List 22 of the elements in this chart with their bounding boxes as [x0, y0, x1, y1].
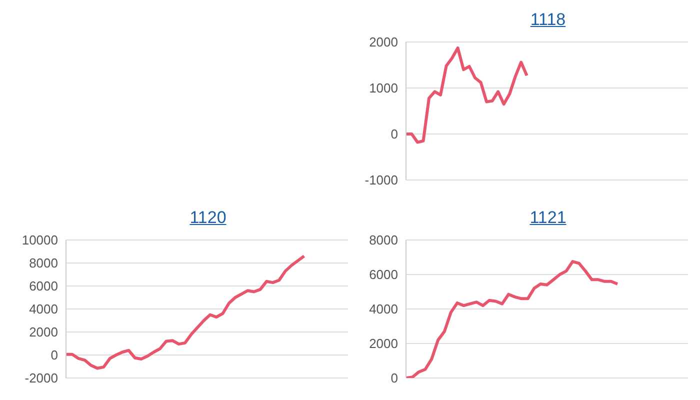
y-tick-label: 0: [50, 348, 58, 363]
chart-title: 1121: [528, 208, 568, 229]
y-tick-label: 4000: [369, 302, 398, 317]
y-tick-label: 10000: [22, 232, 58, 248]
y-tick-label: 0: [390, 370, 398, 386]
y-tick-label: -2000: [24, 370, 58, 386]
y-tick-label: 6000: [369, 267, 398, 282]
y-tick-label: 2000: [369, 336, 398, 352]
y-tick-label: 2000: [29, 324, 58, 340]
y-tick-label: 8000: [369, 232, 398, 248]
y-tick-label: 8000: [29, 256, 58, 271]
y-tick-label: 4000: [29, 302, 58, 317]
line-series: [404, 260, 619, 378]
chart-title: 1120: [188, 208, 228, 229]
y-tick-label: 0: [390, 126, 398, 142]
y-tick-label: 1000: [369, 80, 398, 96]
y-tick-label: 2000: [369, 34, 398, 50]
line-series: [64, 254, 306, 370]
y-tick-label: 6000: [29, 278, 58, 294]
chart-title: 1118: [529, 10, 567, 31]
line-series: [404, 46, 528, 144]
y-tick-label: -1000: [364, 172, 398, 188]
